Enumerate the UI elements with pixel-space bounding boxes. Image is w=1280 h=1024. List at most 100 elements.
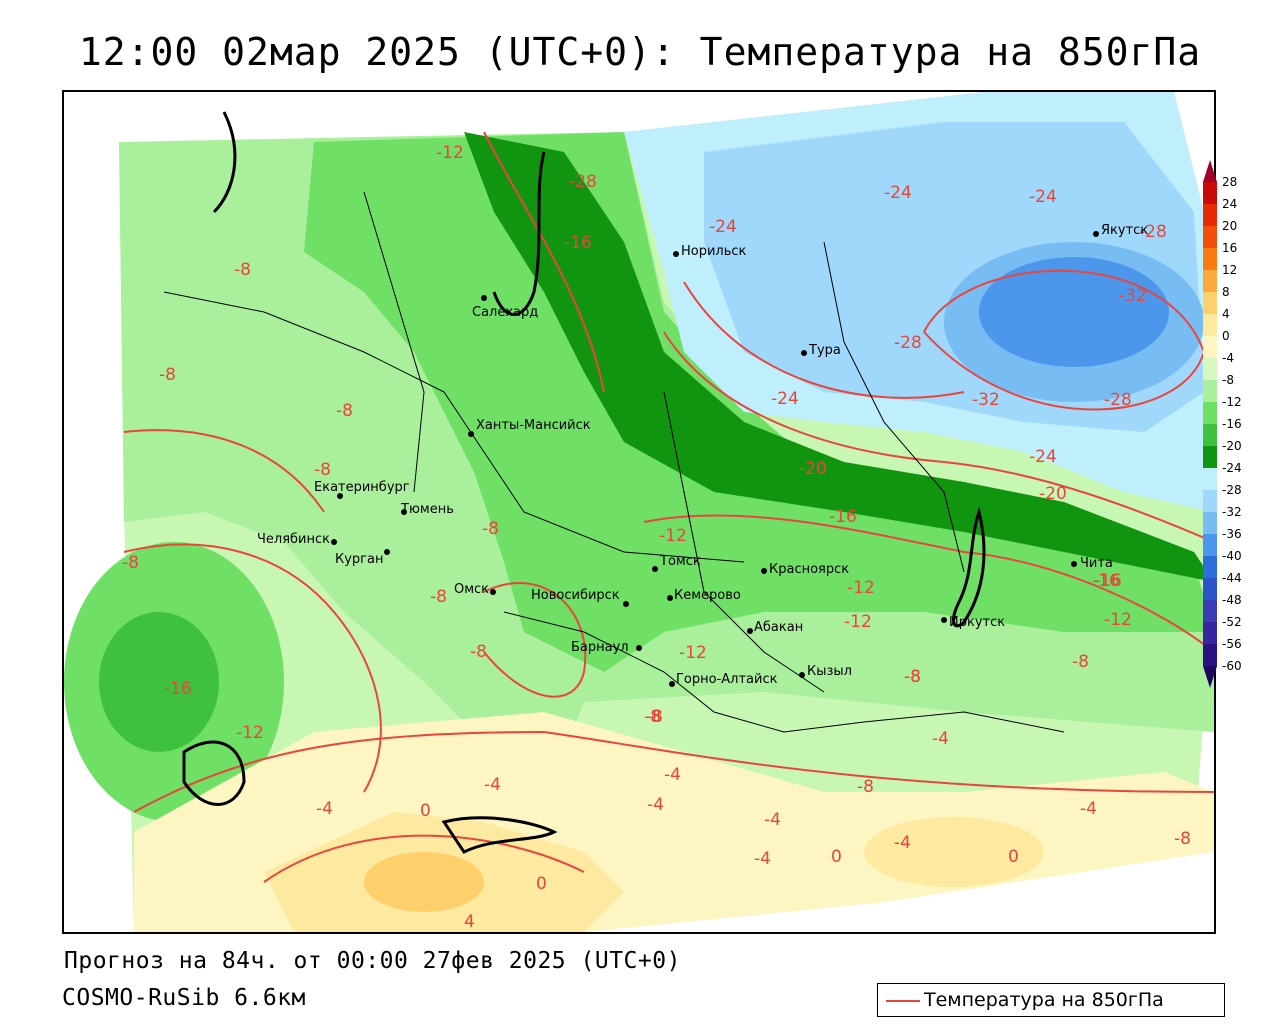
- zone-warm-4: [864, 817, 1044, 887]
- contour-label: -4: [484, 775, 501, 795]
- model-name: COSMO-RuSib 6.6км: [62, 985, 306, 1011]
- contour-label: -8: [646, 707, 663, 727]
- region-border: [823, 241, 965, 573]
- city-label: Томск: [659, 554, 701, 569]
- contour-label: -4: [647, 795, 664, 815]
- legend: Температура на 850гПа: [877, 983, 1225, 1017]
- colorbar-segment: [1203, 402, 1217, 424]
- contour-label: -28: [1104, 390, 1132, 410]
- colorbar-tick-label: -12: [1222, 395, 1242, 409]
- contour-label: -8: [904, 667, 921, 687]
- colorbar-tick-label: 20: [1222, 219, 1238, 233]
- contour-label: -12: [844, 612, 872, 632]
- city-label: Курган: [335, 552, 383, 567]
- colorbar-segment: [1203, 292, 1217, 314]
- page-title: 12:00 02мар 2025 (UTC+0): Температура на…: [78, 30, 1202, 74]
- colorbar-tick-label: -28: [1222, 483, 1242, 497]
- legend-label: Температура на 850гПа: [924, 989, 1164, 1011]
- colorbar-tick-label: 0: [1222, 329, 1230, 343]
- isoline: [123, 429, 325, 513]
- city-markers: Салехард Норильск Якутск Тура Ханты-Манс…: [257, 223, 1148, 687]
- isoline: [643, 514, 1214, 653]
- contour-label: 0: [1008, 847, 1019, 867]
- region-border: [363, 191, 425, 493]
- contour-label: -16: [1092, 571, 1120, 591]
- colorbar-segment: [1203, 556, 1217, 578]
- contour-label: -16: [164, 679, 192, 699]
- contour-label: 0: [420, 801, 431, 821]
- colorbar-segment: [1203, 358, 1217, 380]
- contour-label: -8: [857, 777, 874, 797]
- zone-warm-3: [364, 852, 484, 912]
- colorbar-segment: [1203, 248, 1217, 270]
- city-label: Иркутск: [949, 615, 1005, 630]
- city-label: Абакан: [754, 620, 803, 635]
- contour-label: -12: [679, 643, 707, 663]
- zone-west-core: [99, 612, 219, 752]
- baikal-lake: [952, 506, 986, 628]
- contour-label: -12: [236, 723, 264, 743]
- city-label: Тура: [808, 343, 841, 358]
- colorbar-tick-label: -56: [1222, 637, 1242, 651]
- city-label: Норильск: [681, 244, 747, 259]
- colorbar-segment: [1203, 512, 1217, 534]
- contour-label: -8: [234, 260, 251, 280]
- colorbar-tick-label: -44: [1222, 571, 1242, 585]
- colorbar-tick-label: 4: [1222, 307, 1230, 321]
- contour-label: -24: [884, 183, 912, 203]
- contour-label: -8: [470, 642, 487, 662]
- city-label: Омск: [454, 582, 489, 597]
- contour-label: -8: [644, 707, 661, 727]
- contour-label: -24: [1029, 447, 1057, 467]
- city-label: Новосибирск: [531, 588, 620, 603]
- colorbar-segment: [1203, 182, 1217, 204]
- contour-label: -8: [159, 365, 176, 385]
- colorbar-tick-label: 24: [1222, 197, 1238, 211]
- contour-label: -8: [314, 460, 331, 480]
- contour-label: -28: [569, 172, 597, 192]
- city-label: Екатеринбург: [314, 480, 410, 495]
- city-label: Кызыл: [807, 664, 852, 679]
- contour-label: 0: [831, 847, 842, 867]
- contour-label: -24: [771, 389, 799, 409]
- contour-label: -20: [1039, 484, 1067, 504]
- contour-label: -8: [430, 587, 447, 607]
- colorbar-tick-label: -20: [1222, 439, 1242, 453]
- colorbar-segment: [1203, 578, 1217, 600]
- zone-core-blue: [979, 257, 1169, 367]
- contour-label: -24: [1029, 187, 1057, 207]
- map-panel[interactable]: -12 -28 -16 -8 -24 -24 -24 -28 -32 -28 -…: [62, 90, 1216, 934]
- region-border: [663, 391, 825, 693]
- contour-label: -4: [932, 729, 949, 749]
- isoline: [263, 834, 585, 883]
- contour-label: -8: [904, 667, 921, 687]
- isoline: [683, 281, 965, 399]
- city-label: Красноярск: [769, 562, 849, 577]
- aral-sea: [182, 740, 246, 806]
- isoline: [663, 331, 1214, 543]
- colorbar-tick-label: -40: [1222, 549, 1242, 563]
- contour-label: 0: [536, 874, 547, 894]
- colorbar-tick-label: -32: [1222, 505, 1242, 519]
- contour-labels: -12 -28 -16 -8 -24 -24 -24 -28 -32 -28 -…: [122, 143, 1191, 932]
- contour-label: -32: [972, 390, 1000, 410]
- contour-label: -4: [664, 765, 681, 785]
- city-label: Салехард: [472, 305, 538, 320]
- contour-label: -8: [482, 519, 499, 539]
- contour-label: -32: [1119, 286, 1147, 306]
- contour-label: -16: [1094, 571, 1122, 591]
- balkhash-lake: [441, 816, 558, 854]
- contour-label: -20: [799, 459, 827, 479]
- contour-label: -12: [1104, 610, 1132, 630]
- colorbar-tick-label: 8: [1222, 285, 1230, 299]
- contour-label: -8: [336, 401, 353, 421]
- coastline: [492, 151, 546, 316]
- coastline: [212, 111, 237, 214]
- contour-label: -4: [764, 810, 781, 830]
- city-label: Челябинск: [257, 532, 330, 547]
- colorbar-segment: [1203, 226, 1217, 248]
- colorbar-segment: [1203, 468, 1217, 490]
- colorbar-segment: [1203, 380, 1217, 402]
- colorbar-segment: [1203, 270, 1217, 292]
- colorbar-segment: [1203, 534, 1217, 556]
